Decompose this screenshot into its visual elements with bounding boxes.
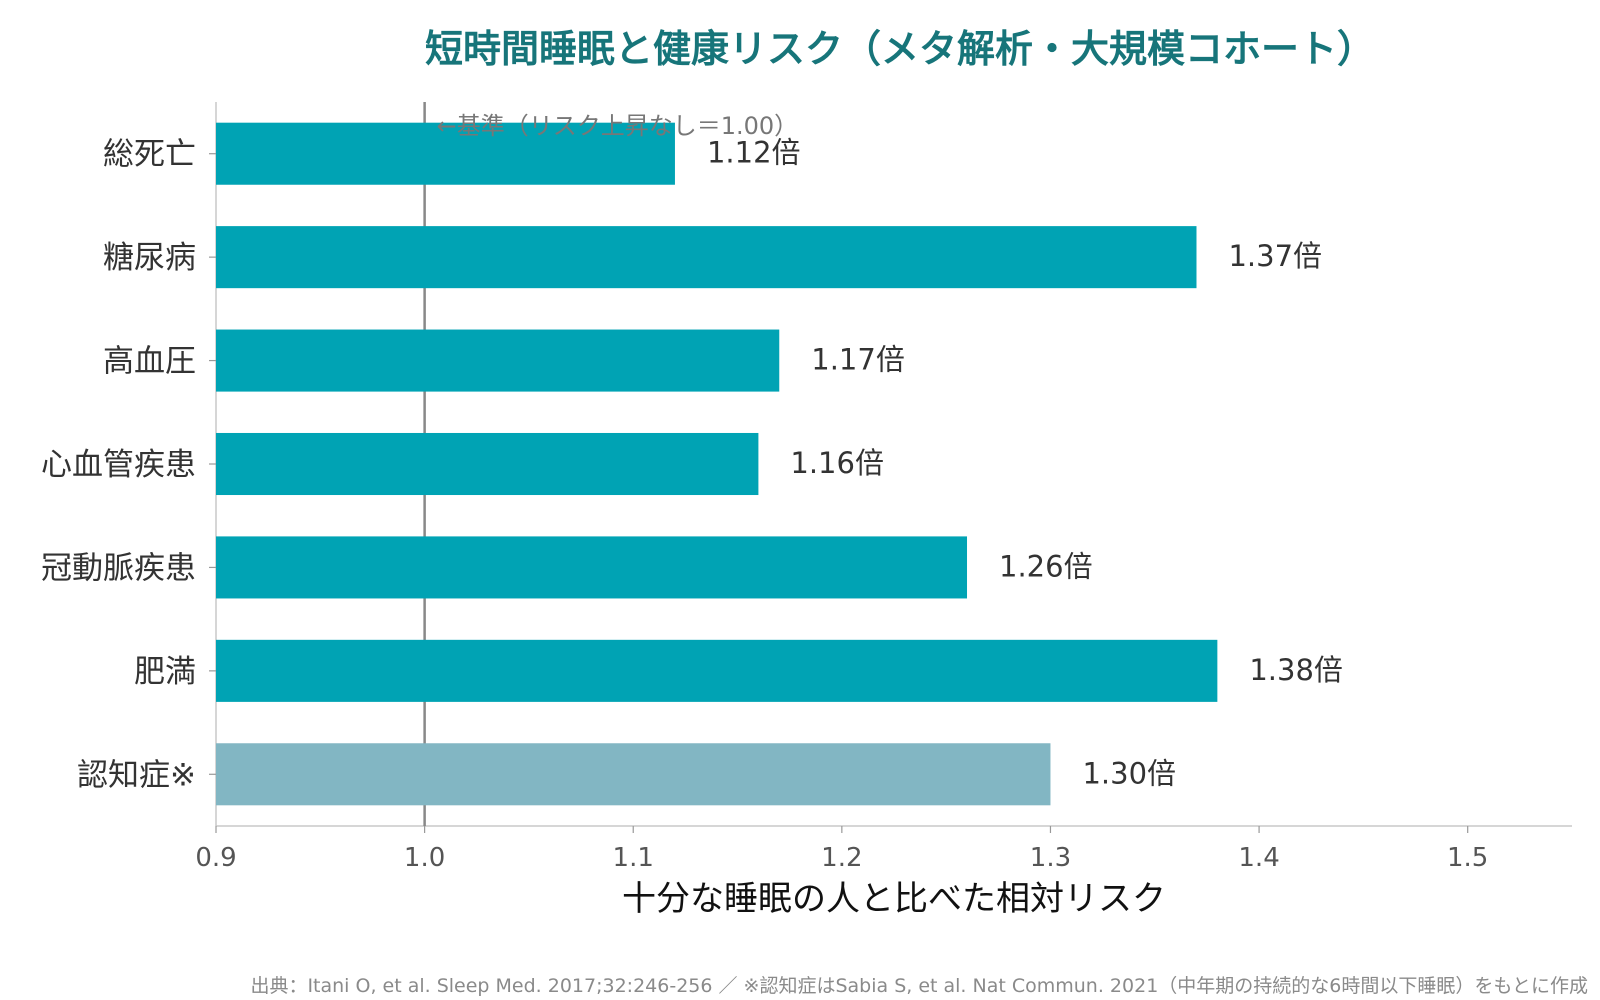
value-label: 1.16倍: [790, 446, 884, 480]
bar: [216, 122, 675, 185]
axes: 0.9 1.0 1.1 1.2 1.3 1.4 1.5 十分な睡眠の人と比べた相対リスク: [195, 102, 1572, 919]
value-label: 1.26倍: [999, 549, 1093, 583]
bar: [216, 432, 759, 496]
x-tick-label: 1.0: [404, 843, 445, 873]
value-label: 1.12倍: [707, 136, 801, 170]
category-label: 糖尿病: [103, 240, 196, 276]
x-tick-label: 1.5: [1447, 843, 1488, 873]
value-label: 1.38倍: [1249, 653, 1343, 687]
x-tick-label: 1.4: [1238, 843, 1279, 873]
bar: [216, 743, 1051, 806]
category-label: 認知症※: [77, 757, 196, 793]
x-axis-label: 十分な睡眠の人と比べた相対リスク: [622, 879, 1166, 919]
source-note: 出典：Itani O, et al. Sleep Med. 2017;32:24…: [250, 975, 1588, 997]
category-label: 高血圧: [103, 344, 196, 380]
reference-line-label: ←基準（リスク上昇なし＝1.00）: [437, 112, 799, 140]
category-label: 肥満: [134, 654, 196, 690]
value-label: 1.37倍: [1228, 239, 1322, 273]
category-label: 心血管疾患: [41, 447, 196, 483]
x-tick-label: 1.1: [613, 843, 654, 873]
bar: [216, 536, 968, 599]
bar: [216, 226, 1197, 289]
bars: [216, 122, 1218, 806]
bar: [216, 329, 780, 392]
x-tick-label: 0.9: [195, 843, 236, 873]
category-label: 冠動脈疾患: [41, 550, 196, 586]
category-label: 総死亡: [103, 137, 196, 173]
x-tick-label: 1.2: [821, 843, 862, 873]
value-label: 1.17倍: [811, 343, 905, 377]
x-tick-label: 1.3: [1030, 843, 1071, 873]
value-label: 1.30倍: [1082, 756, 1176, 790]
chart-title: 短時間睡眠と健康リスク（メタ解析・大規模コホート）: [424, 27, 1375, 71]
bar: [216, 639, 1218, 702]
